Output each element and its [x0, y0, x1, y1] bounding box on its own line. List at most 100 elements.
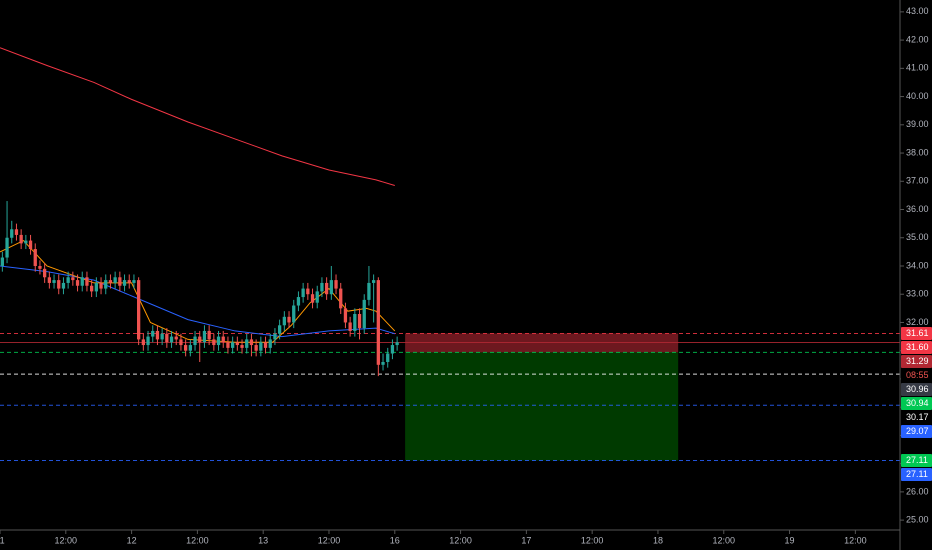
- y-tick-label: 34.00: [906, 260, 929, 270]
- candle-body: [395, 342, 399, 346]
- candle-body: [296, 297, 301, 306]
- y-tick-label: 41.00: [906, 63, 929, 73]
- candle-body: [90, 285, 94, 292]
- candle-body: [198, 336, 202, 343]
- candle-body: [179, 339, 183, 346]
- candle-body: [66, 277, 70, 283]
- candle-body: [221, 336, 225, 343]
- candle-body: [193, 336, 197, 346]
- candle-body: [339, 288, 343, 309]
- y-tick-label: 26.00: [906, 486, 929, 496]
- x-tick-label: 13: [258, 535, 268, 545]
- candle-body: [376, 280, 380, 365]
- candle-body: [315, 291, 319, 303]
- y-tick-label: 36.00: [906, 204, 929, 214]
- candle-body: [235, 342, 239, 346]
- price-label-bg: [901, 382, 932, 396]
- candle-body: [136, 280, 141, 340]
- candle-body: [47, 277, 51, 283]
- candle-body: [108, 280, 113, 283]
- candle-body: [390, 345, 395, 354]
- candle-body: [353, 313, 357, 331]
- candle-body: [33, 249, 37, 266]
- candle-body: [94, 282, 98, 292]
- candle-body: [188, 345, 192, 351]
- y-tick-label: 42.00: [906, 34, 929, 44]
- x-tick-label: 11: [0, 535, 5, 545]
- candle-body: [268, 339, 272, 348]
- candle-body: [80, 277, 84, 286]
- x-tick-label: 12:00: [581, 535, 604, 545]
- candle-body: [386, 353, 390, 362]
- price-label: 31.61: [906, 328, 929, 338]
- x-tick-label: 16: [390, 535, 400, 545]
- candle-body: [348, 322, 352, 331]
- x-tick-label: 18: [653, 535, 663, 545]
- candle-body: [19, 234, 23, 244]
- candle-body: [381, 361, 385, 365]
- price-label-bg: [901, 468, 932, 482]
- candle-body: [324, 282, 329, 295]
- candle-body: [362, 299, 366, 329]
- candle-body: [151, 330, 155, 337]
- candle-body: [14, 229, 19, 235]
- moving-average: [0, 239, 396, 343]
- x-tick-label: 12:00: [186, 535, 209, 545]
- moving-average: [0, 47, 395, 186]
- candle-body: [24, 240, 28, 244]
- candle-body: [259, 342, 263, 351]
- candle-body: [52, 280, 56, 283]
- x-tick-label: 12:00: [318, 535, 341, 545]
- candle-body: [212, 339, 216, 346]
- candle-body: [240, 345, 244, 348]
- x-tick-label: 17: [521, 535, 531, 545]
- price-label-bg: [901, 424, 932, 438]
- plot-area: [0, 47, 900, 462]
- y-tick-label: 39.00: [906, 119, 929, 129]
- candle-body: [287, 316, 291, 323]
- price-label: 30.17: [906, 412, 929, 422]
- candle-body: [75, 280, 80, 286]
- candle-body: [38, 265, 42, 269]
- candle-body: [292, 305, 296, 323]
- candle-body: [57, 280, 61, 289]
- y-tick-label: 37.00: [906, 176, 929, 186]
- candle-body: [5, 237, 9, 258]
- moving-average: [0, 265, 395, 338]
- candle-body: [306, 288, 310, 295]
- y-tick-label: 40.00: [906, 91, 929, 101]
- price-label: 30.94: [906, 398, 929, 408]
- price-label-bg: [901, 340, 932, 354]
- candle-body: [273, 333, 277, 340]
- candle-body: [165, 333, 169, 343]
- candle-body: [160, 333, 164, 340]
- candle-body: [141, 339, 145, 346]
- y-tick-label: 38.00: [906, 147, 929, 157]
- price-label: 31.29: [906, 356, 929, 366]
- y-tick-label: 35.00: [906, 232, 929, 242]
- countdown-bg: [901, 368, 932, 382]
- candle-body: [113, 277, 117, 283]
- x-tick-label: 12: [127, 535, 137, 545]
- price-label: 30.96: [906, 384, 929, 394]
- candle-body: [174, 336, 178, 340]
- candle-body: [357, 313, 362, 329]
- x-tick-label: 12:00: [449, 535, 472, 545]
- candle-body: [71, 277, 75, 281]
- candle-body: [146, 336, 150, 346]
- candle-body: [169, 336, 174, 343]
- candle-body: [216, 336, 221, 346]
- price-label-bg: [901, 396, 932, 410]
- candle-body: [367, 282, 371, 300]
- candle-body: [155, 330, 160, 340]
- candle-body: [99, 282, 103, 289]
- x-tick-label: 19: [785, 535, 795, 545]
- candle-body: [249, 339, 254, 346]
- price-label: 31.60: [906, 342, 929, 352]
- candle-body: [127, 280, 131, 283]
- candle-body: [132, 280, 136, 283]
- candle-body: [61, 282, 66, 289]
- countdown: 08:55: [906, 370, 929, 380]
